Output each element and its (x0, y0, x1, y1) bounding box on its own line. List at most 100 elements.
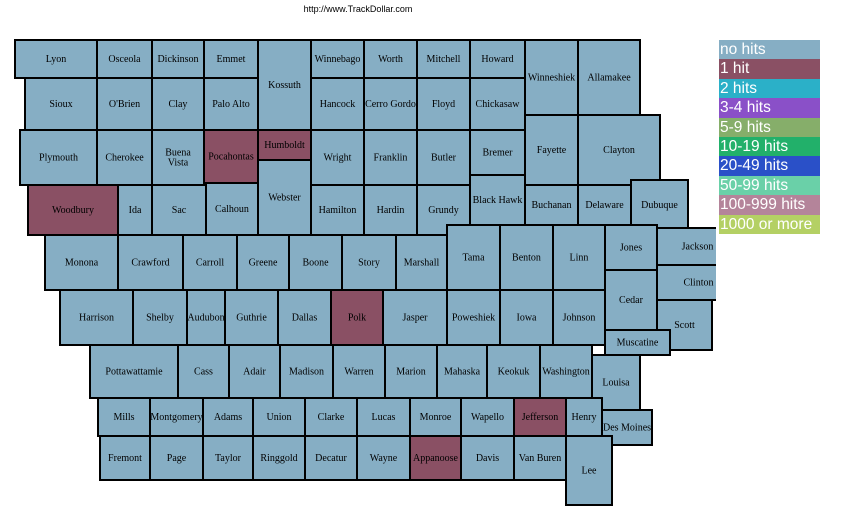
county-adams[interactable]: Adams (202, 397, 254, 437)
county-mills[interactable]: Mills (97, 397, 151, 437)
county-shape[interactable] (228, 344, 281, 399)
county-dickinson[interactable]: Dickinson (151, 39, 205, 79)
county-shape[interactable] (577, 114, 661, 186)
county-page[interactable]: Page (149, 435, 204, 481)
county-webster[interactable]: Webster (257, 159, 312, 236)
county-shape[interactable] (252, 435, 306, 481)
county-montgomery[interactable]: Montgomery (149, 397, 204, 437)
county-worth[interactable]: Worth (363, 39, 418, 79)
county-madison[interactable]: Madison (279, 344, 334, 399)
county-shape[interactable] (469, 129, 526, 176)
county-shape[interactable] (205, 182, 259, 236)
county-shape[interactable] (656, 264, 716, 301)
county-o-brien[interactable]: O'Brien (96, 77, 153, 131)
county-benton[interactable]: Benton (499, 224, 554, 291)
county-shape[interactable] (604, 269, 658, 331)
county-shelby[interactable]: Shelby (132, 289, 188, 346)
county-shape[interactable] (524, 114, 579, 186)
county-audubon[interactable]: Audubon (186, 289, 226, 346)
county-fremont[interactable]: Fremont (99, 435, 151, 481)
county-delaware[interactable]: Delaware (577, 184, 632, 226)
county-winnebago[interactable]: Winnebago (310, 39, 365, 79)
county-shape[interactable] (202, 397, 254, 437)
county-mahaska[interactable]: Mahaska (436, 344, 488, 399)
county-sioux[interactable]: Sioux (24, 77, 98, 131)
county-johnson[interactable]: Johnson (552, 289, 606, 346)
county-emmet[interactable]: Emmet (203, 39, 259, 79)
county-carroll[interactable]: Carroll (182, 234, 238, 291)
county-lee[interactable]: Lee (565, 435, 613, 506)
county-shape[interactable] (310, 184, 365, 236)
county-ringgold[interactable]: Ringgold (252, 435, 306, 481)
county-lucas[interactable]: Lucas (356, 397, 411, 437)
county-clinton[interactable]: Clinton (656, 264, 716, 301)
county-shape[interactable] (486, 344, 541, 399)
county-floyd[interactable]: Floyd (416, 77, 471, 131)
county-shape[interactable] (356, 435, 411, 481)
county-allamakee[interactable]: Allamakee (577, 39, 641, 116)
county-shape[interactable] (96, 39, 153, 79)
county-henry[interactable]: Henry (565, 397, 603, 437)
county-shape[interactable] (236, 234, 290, 291)
county-muscatine[interactable]: Muscatine (604, 329, 671, 356)
county-clay[interactable]: Clay (151, 77, 205, 131)
county-shape[interactable] (446, 224, 501, 291)
county-dallas[interactable]: Dallas (277, 289, 332, 346)
county-story[interactable]: Story (341, 234, 397, 291)
county-shape[interactable] (356, 397, 411, 437)
county-shape[interactable] (224, 289, 279, 346)
county-polk[interactable]: Polk (330, 289, 384, 346)
county-shape[interactable] (460, 435, 515, 481)
county-louisa[interactable]: Louisa (591, 354, 641, 411)
county-shape[interactable] (96, 77, 153, 131)
county-scott[interactable]: Scott (656, 299, 713, 351)
county-davis[interactable]: Davis (460, 435, 515, 481)
county-shape[interactable] (469, 174, 526, 226)
county-shape[interactable] (409, 435, 462, 481)
county-ida[interactable]: Ida (117, 184, 153, 236)
county-union[interactable]: Union (252, 397, 306, 437)
county-shape[interactable] (416, 184, 471, 236)
county-hancock[interactable]: Hancock (310, 77, 365, 131)
county-sac[interactable]: Sac (151, 184, 207, 236)
county-jackson[interactable]: Jackson (656, 227, 716, 266)
county-monroe[interactable]: Monroe (409, 397, 462, 437)
county-shape[interactable] (99, 435, 151, 481)
county-chickasaw[interactable]: Chickasaw (469, 77, 526, 131)
county-shape[interactable] (577, 39, 641, 116)
county-kossuth[interactable]: Kossuth (257, 39, 312, 131)
county-shape[interactable] (341, 234, 397, 291)
county-shape[interactable] (604, 329, 671, 356)
county-shape[interactable] (59, 289, 134, 346)
county-shape[interactable] (310, 129, 365, 186)
county-howard[interactable]: Howard (469, 39, 526, 79)
county-hamilton[interactable]: Hamilton (310, 184, 365, 236)
county-shape[interactable] (565, 435, 613, 506)
county-mitchell[interactable]: Mitchell (416, 39, 471, 79)
county-linn[interactable]: Linn (552, 224, 606, 291)
county-shape[interactable] (436, 344, 488, 399)
county-shape[interactable] (257, 159, 312, 236)
county-shape[interactable] (89, 344, 179, 399)
county-shape[interactable] (513, 397, 567, 437)
county-shape[interactable] (416, 77, 471, 131)
county-woodbury[interactable]: Woodbury (27, 184, 119, 236)
county-shape[interactable] (203, 77, 259, 131)
county-monona[interactable]: Monona (44, 234, 119, 291)
county-boone[interactable]: Boone (288, 234, 343, 291)
county-washington[interactable]: Washington (539, 344, 593, 399)
county-decatur[interactable]: Decatur (304, 435, 358, 481)
county-clayton[interactable]: Clayton (577, 114, 661, 186)
county-shape[interactable] (304, 397, 358, 437)
county-iowa[interactable]: Iowa (499, 289, 554, 346)
county-adair[interactable]: Adair (228, 344, 281, 399)
county-winneshiek[interactable]: Winneshiek (524, 39, 579, 116)
county-shape[interactable] (446, 289, 501, 346)
county-guthrie[interactable]: Guthrie (224, 289, 279, 346)
county-butler[interactable]: Butler (416, 129, 471, 186)
county-jasper[interactable]: Jasper (382, 289, 448, 346)
county-shape[interactable] (469, 39, 526, 79)
county-calhoun[interactable]: Calhoun (205, 182, 259, 236)
county-shape[interactable] (499, 289, 554, 346)
county-palo-alto[interactable]: Palo Alto (203, 77, 259, 131)
